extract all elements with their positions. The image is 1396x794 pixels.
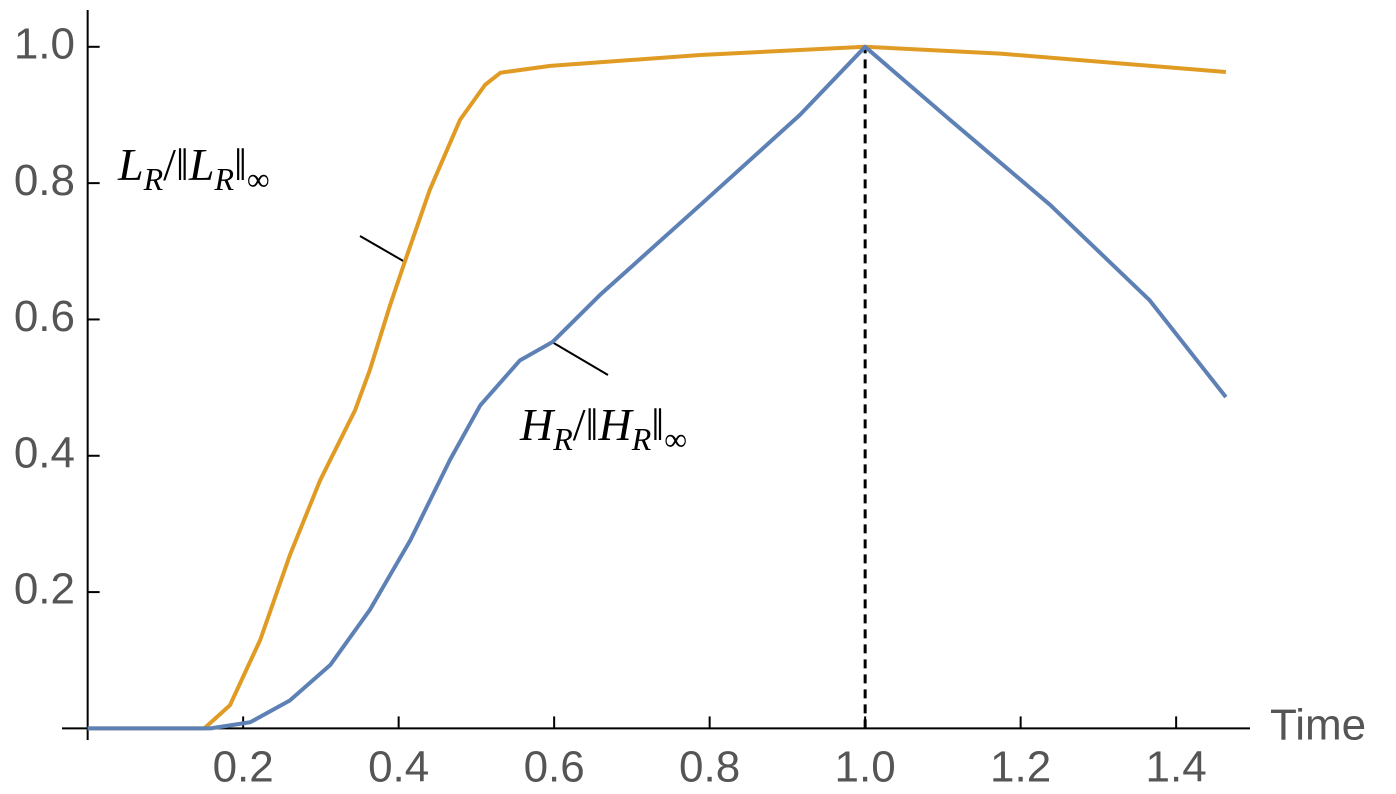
y-tick-label: 0.6 — [14, 292, 75, 341]
line-series — [87, 44, 1228, 731]
x-tick-label: 0.6 — [524, 743, 585, 792]
x-tick-label: 0.2 — [213, 743, 274, 792]
annotation: LR/‖LR‖∞ — [117, 139, 270, 197]
y-tick-label: 0.4 — [14, 428, 75, 477]
x-tick-label: 1.0 — [835, 743, 896, 792]
annotation-part: R — [213, 161, 234, 197]
leader-line — [551, 341, 609, 376]
x-tick-label: 0.4 — [368, 743, 429, 792]
x-tick-label: 1.2 — [990, 743, 1051, 792]
y-tick-label: 0.2 — [14, 565, 75, 614]
annotation-part: ∞ — [247, 161, 270, 197]
annotation-part: /‖ — [573, 399, 599, 450]
annotation-part: /‖ — [163, 139, 189, 190]
annotation-part: R — [143, 161, 164, 197]
annotation-part: ‖ — [651, 399, 664, 450]
x-tick-label: 1.4 — [1146, 743, 1207, 792]
y-tick-label: 1.0 — [14, 19, 75, 68]
annotation-part: R — [631, 421, 652, 457]
annotation-part: H — [597, 399, 634, 450]
annotation: HR/‖HR‖∞ — [519, 399, 687, 457]
x-tick-label: 0.8 — [679, 743, 740, 792]
y-tick-label: 0.8 — [14, 156, 75, 205]
line-series — [87, 44, 1227, 731]
annotation-part: L — [188, 139, 215, 190]
annotation-part: L — [117, 139, 144, 190]
x-axis-label: Time — [1270, 701, 1366, 750]
annotation-part: ‖ — [234, 139, 247, 190]
leader-line — [359, 235, 406, 263]
annotation-part: ∞ — [664, 421, 687, 457]
annotation-part: R — [552, 421, 573, 457]
annotation-part: H — [519, 399, 556, 450]
